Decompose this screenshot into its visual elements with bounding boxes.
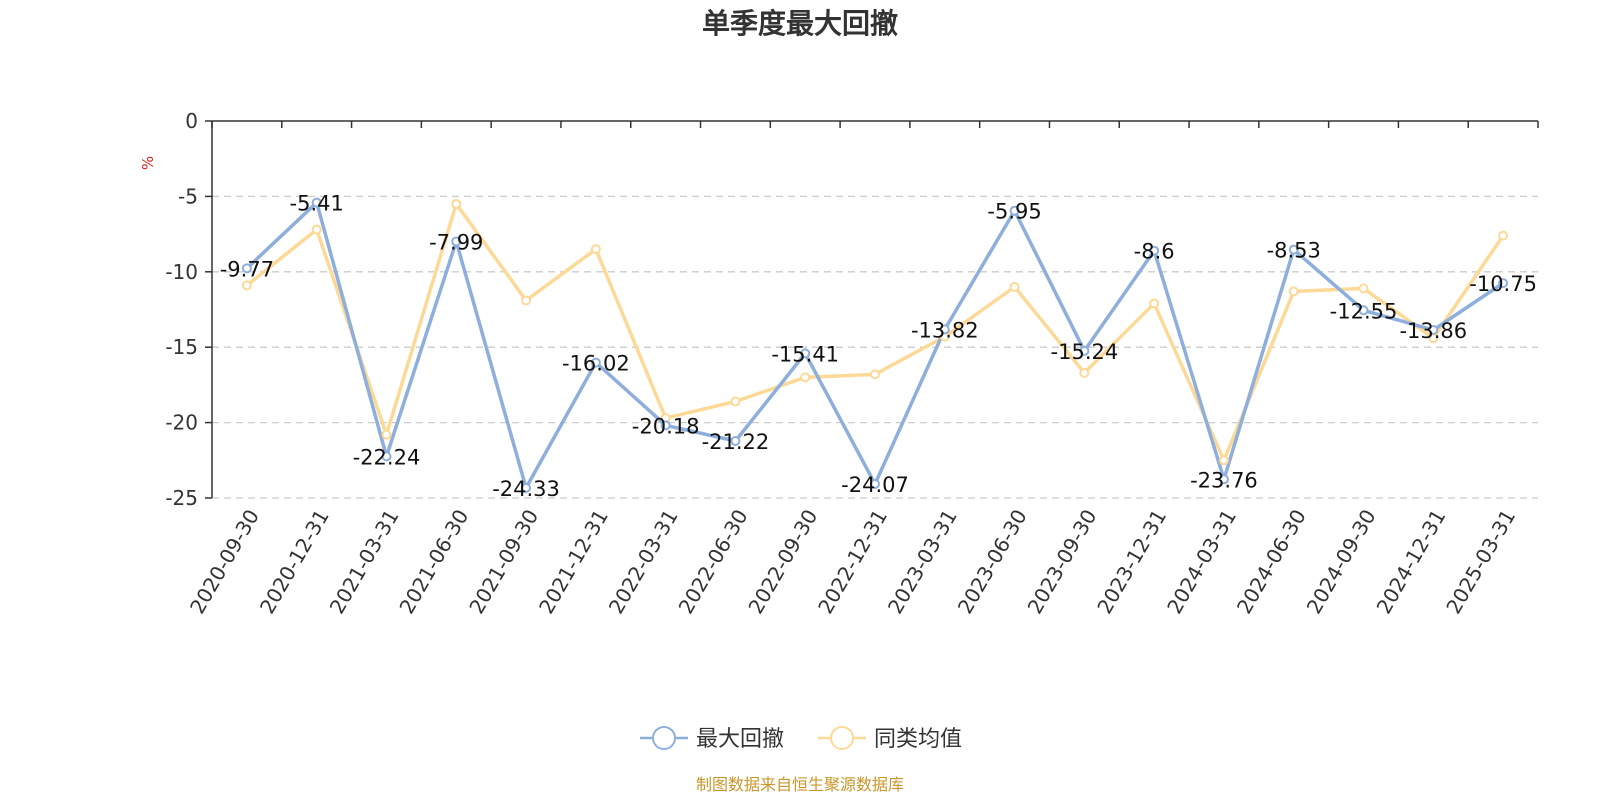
x-tick-label: 2023-12-31 — [1092, 505, 1171, 618]
x-tick-label: 2022-09-30 — [743, 505, 822, 618]
data-label: -13.82 — [911, 318, 979, 342]
data-point — [939, 324, 950, 335]
data-label: -24.07 — [841, 473, 909, 497]
data-label: -12.55 — [1330, 299, 1398, 323]
y-axis-unit: % — [139, 156, 157, 170]
data-point — [1218, 455, 1229, 466]
x-tick-label: 2025-03-31 — [1441, 505, 1520, 618]
data-point — [870, 478, 880, 489]
x-tick-label: 2021-09-30 — [464, 505, 543, 618]
x-tick-label: 2020-09-30 — [185, 505, 264, 618]
series-points — [241, 197, 1509, 493]
data-point — [1288, 286, 1299, 297]
data-label: -13.86 — [1399, 319, 1467, 343]
data-label: -15.41 — [771, 342, 839, 366]
data-point — [1149, 298, 1160, 309]
data-point — [1079, 345, 1090, 356]
data-point — [870, 369, 880, 380]
data-label: -24.33 — [492, 477, 560, 501]
x-tick-label: 2024-03-31 — [1162, 505, 1241, 618]
data-point — [381, 451, 392, 462]
data-point — [1288, 244, 1299, 255]
data-point — [730, 435, 741, 446]
data-point — [590, 244, 601, 255]
data-point — [1079, 367, 1090, 378]
x-tick-label: 2021-12-31 — [534, 505, 613, 618]
y-tick-label: -25 — [165, 486, 198, 510]
data-label: -21.22 — [702, 430, 770, 454]
data-point — [521, 482, 532, 493]
data-point — [1498, 278, 1509, 289]
x-tick-labels: 2020-09-302020-12-312021-03-312021-06-30… — [185, 505, 1520, 618]
x-tick-label: 2022-06-30 — [674, 505, 753, 618]
x-tick-label: 2021-03-31 — [325, 505, 404, 618]
y-tick-label: -5 — [178, 184, 198, 208]
source-note: 制图数据来自恒生聚源数据库 — [696, 775, 904, 794]
data-point — [521, 295, 532, 306]
data-point — [381, 429, 392, 440]
y-tick-label: -20 — [165, 411, 198, 435]
data-point — [241, 280, 252, 291]
legend-item-1[interactable]: 最大回撤 — [640, 726, 784, 752]
data-point — [1149, 245, 1160, 256]
legend-label: 同类均值 — [874, 727, 962, 752]
data-label: -15.24 — [1051, 340, 1119, 364]
chart-title: 单季度最大回撤 — [702, 7, 898, 40]
data-label: -5.41 — [290, 192, 344, 216]
x-tick-label: 2024-06-30 — [1232, 505, 1311, 618]
data-label: -7.99 — [429, 230, 483, 254]
legend-circle-icon — [652, 726, 676, 750]
data-point — [1428, 325, 1439, 336]
data-point — [1218, 474, 1229, 485]
data-point — [1358, 283, 1369, 294]
data-point — [590, 357, 601, 368]
data-point — [800, 348, 811, 359]
data-point — [451, 236, 462, 247]
data-label: -16.02 — [562, 352, 630, 376]
x-tick-label: 2024-12-31 — [1372, 505, 1451, 618]
data-point — [1009, 281, 1020, 292]
legend-circle-icon — [830, 726, 854, 750]
x-tick-label: 2023-06-30 — [953, 505, 1032, 618]
x-tick-label: 2023-09-30 — [1023, 505, 1102, 618]
x-tick-label: 2023-03-31 — [883, 505, 962, 618]
data-label: -5.95 — [987, 200, 1041, 224]
data-point — [451, 198, 462, 209]
x-tick-label: 2021-06-30 — [394, 505, 473, 618]
data-point — [1498, 230, 1509, 241]
data-label: -20.18 — [632, 414, 700, 438]
x-tick-label: 2024-09-30 — [1302, 505, 1381, 618]
data-label: -9.77 — [220, 257, 274, 281]
data-point — [311, 197, 322, 208]
data-point — [1009, 205, 1020, 216]
data-label: -10.75 — [1469, 272, 1537, 296]
data-label: -8.53 — [1267, 239, 1321, 263]
data-point — [1358, 305, 1369, 316]
data-label: -8.6 — [1134, 240, 1175, 264]
legend[interactable]: 最大回撤 同类均值 — [640, 726, 962, 752]
x-tick-label: 2022-12-31 — [813, 505, 892, 618]
legend-label: 最大回撤 — [696, 727, 784, 752]
data-point — [800, 372, 811, 383]
y-tick-label: -10 — [165, 260, 198, 284]
data-point — [730, 396, 741, 407]
data-label: -23.76 — [1190, 468, 1258, 492]
y-tick-labels: 0 -5 -10 -15 -20 -25 — [165, 109, 198, 510]
data-point — [311, 224, 322, 235]
y-tick-label: -15 — [165, 335, 198, 359]
data-point — [241, 263, 252, 274]
axes — [205, 120, 1539, 499]
x-tick-label: 2020-12-31 — [255, 505, 334, 618]
y-tick-label: 0 — [185, 109, 198, 133]
data-label: -22.24 — [353, 445, 421, 469]
x-tick-label: 2022-03-31 — [604, 505, 683, 618]
data-labels: -9.77-5.41-22.24-7.99-24.33-16.02-20.18-… — [220, 192, 1537, 501]
data-point — [660, 420, 671, 431]
legend-item-2[interactable]: 同类均值 — [818, 726, 962, 752]
